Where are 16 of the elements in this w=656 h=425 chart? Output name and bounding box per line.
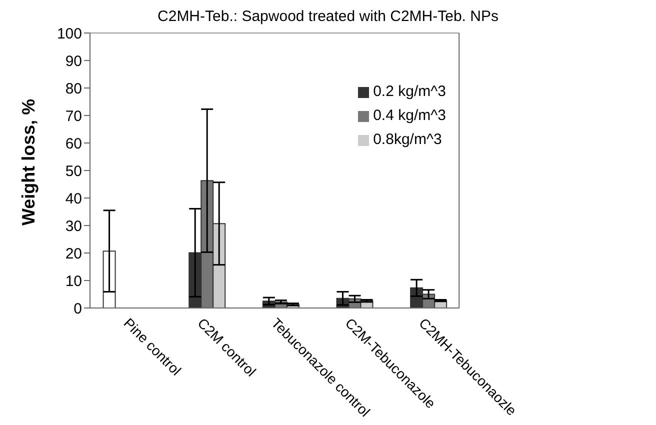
chart-title: C2MH-Teb.: Sapwood treated with C2MH-Teb. NPs [156, 8, 500, 26]
y-tick-label: 80 [65, 80, 82, 98]
y-tick-label: 60 [65, 135, 82, 152]
y-tick-label: 70 [65, 108, 82, 125]
legend-label: 0.4 kg/m^3 [373, 107, 446, 124]
y-tick-label: 30 [65, 218, 82, 235]
legend-label: 0.8kg/m^3 [373, 131, 442, 148]
y-tick-label: 0 [74, 300, 82, 318]
y-tick-label: 20 [65, 245, 82, 262]
legend-label: 0.2 kg/m^3 [373, 83, 446, 100]
y-tick-label: 100 [56, 25, 82, 42]
y-axis-title: Weight loss, % [18, 98, 38, 226]
y-tick-label: 40 [65, 190, 82, 208]
y-tick-label: 90 [65, 52, 82, 70]
y-tick-label: 50 [65, 162, 82, 180]
y-tick-label: 10 [65, 272, 82, 290]
